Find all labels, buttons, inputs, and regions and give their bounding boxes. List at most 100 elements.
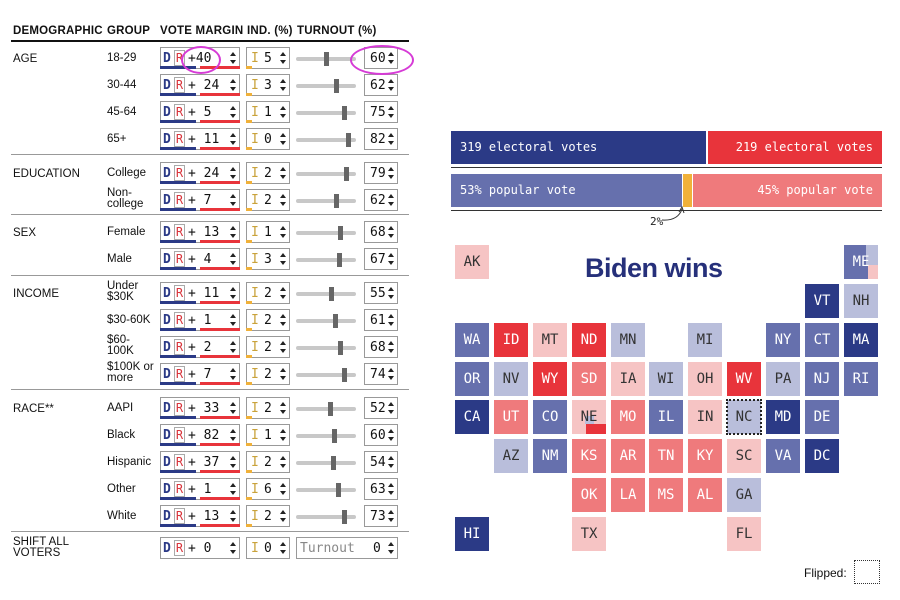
stepper-arrows-icon[interactable] bbox=[230, 51, 236, 65]
state-tile-az[interactable]: AZ bbox=[494, 439, 528, 473]
turnout-stepper[interactable]: 52 bbox=[364, 397, 398, 419]
turnout-slider[interactable] bbox=[296, 429, 356, 443]
stepper-arrows-icon[interactable] bbox=[388, 132, 394, 146]
turnout-slider-handle[interactable] bbox=[334, 194, 339, 208]
turnout-slider[interactable] bbox=[296, 287, 356, 301]
state-tile-sc[interactable]: SC bbox=[727, 439, 761, 473]
stepper-arrows-icon[interactable] bbox=[280, 428, 286, 442]
turnout-slider[interactable] bbox=[296, 341, 356, 355]
stepper-arrows-icon[interactable] bbox=[388, 193, 394, 207]
state-tile-nd[interactable]: ND bbox=[572, 323, 606, 357]
turnout-slider[interactable] bbox=[296, 194, 356, 208]
vote-margin-stepper[interactable]: D R + 7 bbox=[160, 189, 240, 211]
state-tile-oh[interactable]: OH bbox=[688, 362, 722, 396]
stepper-arrows-icon[interactable] bbox=[280, 313, 286, 327]
turnout-slider-handle[interactable] bbox=[331, 456, 336, 470]
turnout-stepper[interactable]: 79 bbox=[364, 162, 398, 184]
state-tile-al[interactable]: AL bbox=[688, 478, 722, 512]
state-tile-dc[interactable]: DC bbox=[805, 439, 839, 473]
state-tile-fl[interactable]: FL bbox=[727, 517, 761, 551]
turnout-stepper[interactable]: 75 bbox=[364, 101, 398, 123]
stepper-arrows-icon[interactable] bbox=[280, 78, 286, 92]
stepper-arrows-icon[interactable] bbox=[388, 340, 394, 354]
state-tile-ky[interactable]: KY bbox=[688, 439, 722, 473]
vote-margin-stepper[interactable]: D R + 13 bbox=[160, 505, 240, 527]
state-tile-ne[interactable]: NE bbox=[572, 400, 606, 434]
turnout-stepper[interactable]: 54 bbox=[364, 451, 398, 473]
turnout-slider-handle[interactable] bbox=[342, 106, 347, 120]
stepper-arrows-icon[interactable] bbox=[388, 286, 394, 300]
turnout-slider-handle[interactable] bbox=[333, 314, 338, 328]
stepper-arrows-icon[interactable] bbox=[230, 193, 236, 207]
turnout-slider[interactable] bbox=[296, 167, 356, 181]
state-tile-il[interactable]: IL bbox=[649, 400, 683, 434]
stepper-arrows-icon[interactable] bbox=[388, 225, 394, 239]
state-tile-ok[interactable]: OK bbox=[572, 478, 606, 512]
turnout-stepper[interactable]: 61 bbox=[364, 309, 398, 331]
state-tile-ar[interactable]: AR bbox=[611, 439, 645, 473]
stepper-arrows-icon[interactable] bbox=[388, 367, 394, 381]
stepper-arrows-icon[interactable] bbox=[388, 482, 394, 496]
state-tile-ca[interactable]: CA bbox=[455, 400, 489, 434]
stepper-arrows-icon[interactable] bbox=[388, 509, 394, 523]
vote-margin-stepper[interactable]: D R + 37 bbox=[160, 451, 240, 473]
turnout-stepper[interactable]: 60 bbox=[364, 47, 398, 69]
turnout-slider-handle[interactable] bbox=[338, 341, 343, 355]
vote-margin-stepper[interactable]: D R + 24 bbox=[160, 74, 240, 96]
state-tile-md[interactable]: MD bbox=[766, 400, 800, 434]
state-tile-nm[interactable]: NM bbox=[533, 439, 567, 473]
state-tile-ny[interactable]: NY bbox=[766, 323, 800, 357]
turnout-stepper[interactable]: 74 bbox=[364, 363, 398, 385]
stepper-arrows-icon[interactable] bbox=[280, 51, 286, 65]
turnout-slider-handle[interactable] bbox=[324, 52, 329, 66]
stepper-arrows-icon[interactable] bbox=[230, 509, 236, 523]
turnout-slider[interactable] bbox=[296, 79, 356, 93]
stepper-arrows-icon[interactable] bbox=[230, 78, 236, 92]
turnout-slider-handle[interactable] bbox=[332, 429, 337, 443]
stepper-arrows-icon[interactable] bbox=[280, 401, 286, 415]
stepper-arrows-icon[interactable] bbox=[280, 193, 286, 207]
turnout-slider[interactable] bbox=[296, 402, 356, 416]
turnout-slider[interactable] bbox=[296, 52, 356, 66]
turnout-slider-handle[interactable] bbox=[329, 287, 334, 301]
state-tile-me[interactable]: ME bbox=[844, 245, 878, 279]
vote-margin-stepper[interactable]: D R + 11 bbox=[160, 128, 240, 150]
vote-margin-stepper[interactable]: D R + 0 bbox=[160, 537, 240, 559]
state-tile-wi[interactable]: WI bbox=[649, 362, 683, 396]
state-tile-mi[interactable]: MI bbox=[688, 323, 722, 357]
turnout-slider-handle[interactable] bbox=[328, 402, 333, 416]
vote-margin-stepper[interactable]: D R + 5 bbox=[160, 101, 240, 123]
stepper-arrows-icon[interactable] bbox=[280, 367, 286, 381]
turnout-stepper[interactable]: 55 bbox=[364, 282, 398, 304]
turnout-slider-handle[interactable] bbox=[338, 226, 343, 240]
stepper-arrows-icon[interactable] bbox=[230, 482, 236, 496]
turnout-stepper[interactable]: 62 bbox=[364, 74, 398, 96]
stepper-arrows-icon[interactable] bbox=[230, 132, 236, 146]
vote-margin-stepper[interactable]: D R + 1 bbox=[160, 309, 240, 331]
stepper-arrows-icon[interactable] bbox=[280, 166, 286, 180]
state-tile-ct[interactable]: CT bbox=[805, 323, 839, 357]
stepper-arrows-icon[interactable] bbox=[230, 166, 236, 180]
turnout-slider-handle[interactable] bbox=[344, 167, 349, 181]
state-tile-or[interactable]: OR bbox=[455, 362, 489, 396]
turnout-stepper[interactable]: 62 bbox=[364, 189, 398, 211]
stepper-arrows-icon[interactable] bbox=[280, 509, 286, 523]
vote-margin-stepper[interactable]: D R + 2 bbox=[160, 336, 240, 358]
stepper-arrows-icon[interactable] bbox=[280, 455, 286, 469]
state-tile-va[interactable]: VA bbox=[766, 439, 800, 473]
turnout-slider[interactable] bbox=[296, 133, 356, 147]
turnout-slider-handle[interactable] bbox=[334, 79, 339, 93]
